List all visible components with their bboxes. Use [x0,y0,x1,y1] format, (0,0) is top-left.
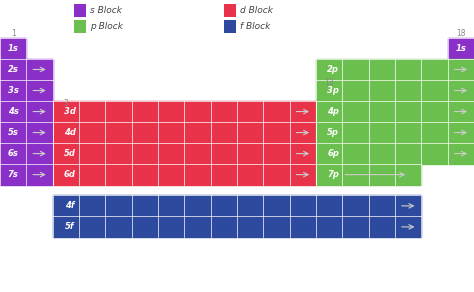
Bar [0,122,53,143]
Bar [316,164,421,185]
Bar [0,101,53,122]
Text: 5s: 5s [8,128,18,137]
Bar [316,80,474,101]
Text: 13: 13 [324,78,334,87]
Text: 4p: 4p [327,107,339,116]
Bar [316,143,474,164]
Bar [447,38,474,59]
Text: 1s: 1s [456,44,466,53]
Text: 18: 18 [456,29,465,38]
Bar [0,80,53,101]
Bar [53,143,316,164]
Bar [0,164,53,185]
Text: 4d: 4d [64,128,76,137]
Text: 6d: 6d [64,170,76,179]
Text: 3s: 3s [8,86,18,95]
Bar [53,195,421,216]
Bar [53,101,316,122]
Text: 1: 1 [11,29,16,38]
Bar [53,216,421,237]
Text: 6p: 6p [327,149,339,158]
Bar [74,20,86,33]
Text: f Block: f Block [240,22,270,31]
Bar [316,59,474,80]
Bar [53,122,316,143]
Text: 2p: 2p [327,65,339,74]
Text: 6s: 6s [8,149,18,158]
Text: 7s: 7s [8,170,18,179]
Text: 4f: 4f [65,201,74,210]
Text: 3p: 3p [327,86,339,95]
Text: 3: 3 [64,99,68,108]
Bar [316,101,474,122]
Text: 2s: 2s [8,65,18,74]
Text: 5p: 5p [327,128,339,137]
Text: p Block: p Block [90,22,123,31]
Bar [224,20,236,33]
Text: 5f: 5f [65,223,74,231]
Bar [53,164,316,185]
Bar [316,122,474,143]
Text: s Block: s Block [90,6,121,15]
Text: 3d: 3d [64,107,76,116]
Text: d Block: d Block [240,6,273,15]
Text: 4s: 4s [8,107,18,116]
Text: 1s: 1s [8,44,18,53]
Text: 7p: 7p [327,170,339,179]
Bar [0,38,27,59]
Text: 5d: 5d [64,149,76,158]
Bar [0,59,53,80]
Bar [224,4,236,17]
Bar [74,4,86,17]
Bar [0,143,53,164]
